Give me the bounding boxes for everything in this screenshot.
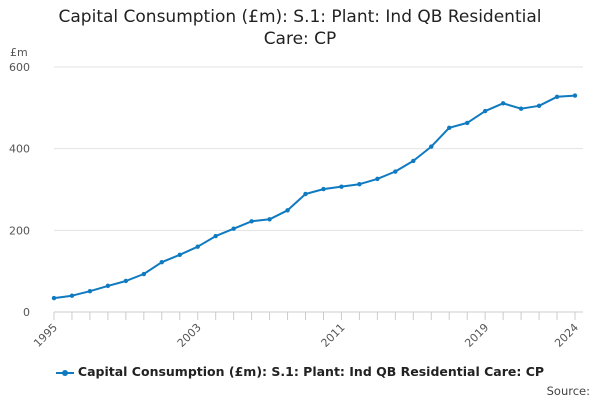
data-point — [195, 244, 200, 249]
data-point — [393, 169, 398, 174]
data-point — [123, 278, 129, 284]
y-axis-label: £m — [10, 46, 28, 59]
y-tick-label: 600 — [9, 61, 30, 74]
data-point — [465, 120, 470, 126]
legend-label: Capital Consumption (£m): S.1: Plant: In… — [77, 364, 545, 379]
grid-lines — [54, 66, 583, 313]
chart-title: Capital Consumption (£m): S.1: Plant: In… — [0, 6, 600, 50]
y-tick-label: 400 — [9, 143, 30, 156]
data-point — [267, 217, 272, 222]
data-point — [500, 101, 506, 106]
data-point — [447, 125, 452, 131]
data-point — [285, 208, 290, 213]
y-tick-label: 0 — [23, 306, 30, 319]
data-point — [159, 259, 164, 265]
data-point — [554, 94, 560, 100]
source-label: Source: — [546, 384, 590, 398]
data-point — [213, 233, 218, 239]
data-point — [87, 288, 93, 294]
data-point — [482, 108, 488, 114]
data-point — [429, 144, 434, 149]
x-tick-label: 2019 — [462, 321, 491, 350]
y-tick-label: 200 — [9, 224, 30, 237]
data-point — [177, 252, 182, 258]
data-point — [105, 283, 111, 289]
data-point — [339, 184, 344, 189]
data-point — [303, 191, 308, 197]
legend-line-swatch — [55, 368, 74, 378]
y-axis: 0 200 400 600 £m — [9, 46, 30, 319]
x-tick-label: 2003 — [175, 321, 204, 350]
data-point — [231, 226, 236, 231]
x-tick-label: 2011 — [319, 321, 348, 350]
data-point — [572, 93, 578, 98]
chart-title-line-1: Capital Consumption (£m): S.1: Plant: In… — [58, 7, 542, 27]
series-line-0 — [53, 94, 576, 300]
data-point — [249, 219, 254, 224]
data-point — [51, 295, 57, 301]
data-point — [141, 271, 147, 277]
data-point — [357, 181, 362, 187]
data-point — [69, 293, 75, 298]
x-tick-label: 1995 — [31, 321, 60, 350]
data-point — [536, 103, 542, 108]
x-tick-label: 2024 — [552, 321, 581, 350]
data-point — [518, 106, 524, 111]
legend: Capital Consumption (£m): S.1: Plant: In… — [0, 364, 600, 379]
chart-title-line-2: Care: CP — [263, 29, 337, 49]
data-point — [375, 176, 380, 182]
series-group — [51, 93, 578, 301]
data-point — [411, 158, 416, 164]
x-axis: 1995 2003 2011 2019 2024 — [31, 312, 581, 350]
data-point — [321, 186, 326, 192]
